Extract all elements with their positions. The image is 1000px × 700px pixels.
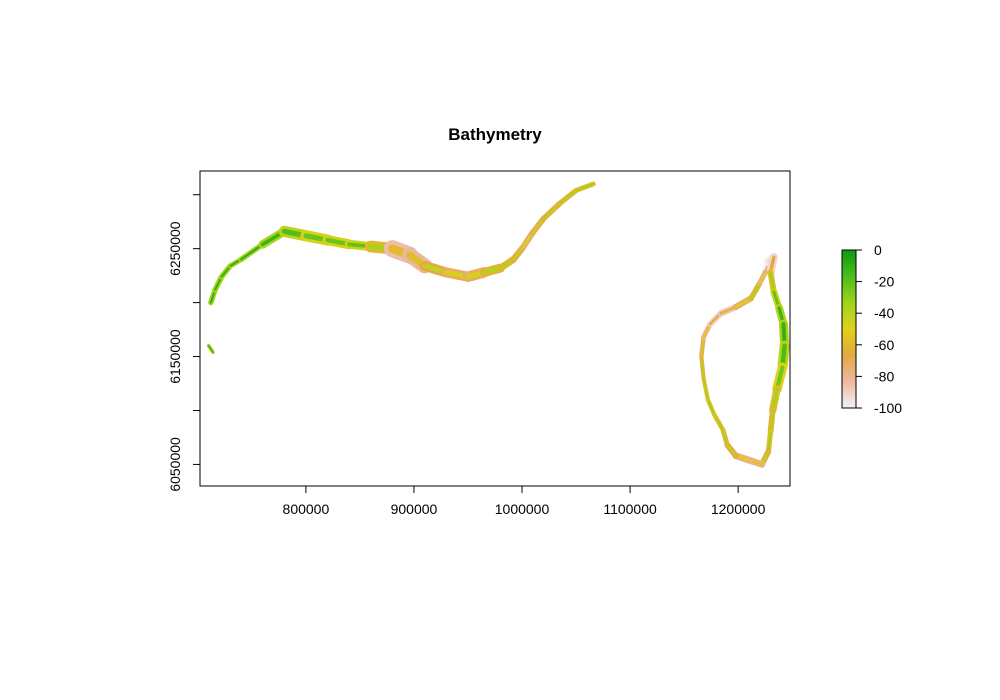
chart-title: Bathymetry: [448, 125, 542, 144]
region-islet: [206, 344, 215, 354]
shelf-segment-inner: [734, 297, 753, 309]
colorbar-legend: 0 -20 -40 -60 -80 -100: [841, 242, 902, 416]
x-tick-label: 900000: [391, 501, 438, 517]
colorbar-tick-label: -100: [874, 400, 902, 416]
shelf-segment-inner: [531, 217, 545, 234]
x-tick-label: 1200000: [711, 501, 766, 517]
bathymetry-raster: [206, 181, 790, 468]
colorbar-tick-label: -80: [874, 368, 894, 384]
x-axis: 800000 900000 1000000 1100000 1200000: [283, 485, 766, 517]
y-axis: 6050000 6150000 6250000: [167, 194, 201, 492]
shelf-segment-inner: [700, 355, 705, 379]
shelf-segment-inner: [774, 365, 785, 391]
plot-frame: [199, 170, 791, 487]
colorbar: [841, 249, 857, 409]
shelf-segment-inner: [767, 431, 772, 453]
shelf-segment-inner: [240, 243, 264, 261]
shelf-segment-inner: [758, 271, 767, 285]
shelf-segment-inner: [542, 202, 561, 220]
shelf-segment-inner: [713, 414, 724, 431]
x-tick-label: 1000000: [495, 501, 550, 517]
x-tick-label: 800000: [283, 501, 330, 517]
colorbar-tick-label: -20: [874, 274, 894, 290]
y-tick-label: 6150000: [167, 329, 183, 384]
y-tick-label: 6050000: [167, 437, 183, 492]
x-tick-label: 1100000: [603, 501, 657, 517]
shelf-segment-inner: [558, 189, 577, 205]
colorbar-tick-label: 0: [874, 242, 882, 258]
shelf-segment-inner: [707, 399, 716, 416]
shelf-segment-inner: [769, 409, 774, 434]
colorbar-tick-label: -40: [874, 305, 894, 321]
shelf-segment-inner: [722, 429, 729, 446]
shelf-segment-inner: [520, 231, 534, 250]
shelf-segment-inner: [750, 282, 761, 300]
colorbar-tick-label: -60: [874, 337, 894, 353]
region-corsica-coast: [699, 252, 790, 468]
shelf-segment-inner: [771, 387, 779, 412]
shelf-segment-inner: [208, 345, 214, 353]
shelf-segment-inner: [575, 183, 595, 192]
shelf-segment-inner: [700, 336, 705, 358]
shelf-segment-inner: [702, 377, 709, 401]
region-mainland-coast-north: [208, 181, 596, 306]
y-tick-label: 6250000: [167, 221, 183, 276]
